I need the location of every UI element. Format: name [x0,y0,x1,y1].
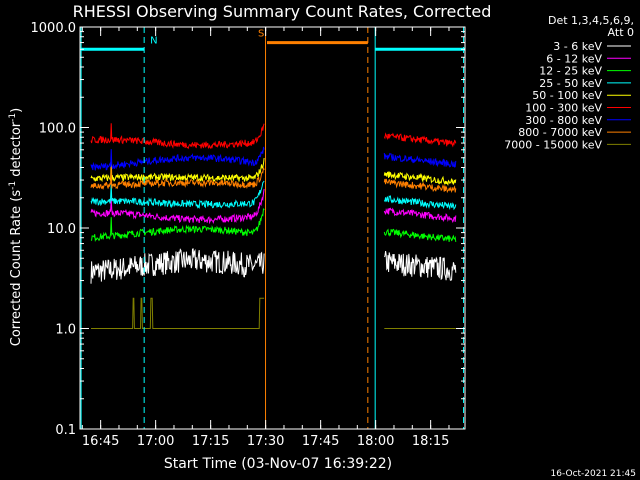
y-tick-label: 100.0 [39,122,76,137]
chart-title: RHESSI Observing Summary Count Rates, Co… [73,2,492,21]
legend-entry-label: 25 - 50 keV [539,77,602,90]
y-axis-label-superscript: -1 [8,181,18,190]
series-line [383,171,457,186]
y-tick-label: 1.0 [55,323,76,338]
x-tick-label: 17:15 [192,434,229,449]
x-tick-label: 18:00 [357,434,394,449]
series-line [90,208,265,243]
legend-entry-label: 7000 - 15000 keV [504,138,602,151]
axis-layer: 0.1 1.0 10.0 100.0 1000.0 16:45 17:00 17:15 17:3… [31,21,466,449]
legend-header: Det 1,3,4,5,6,9, [548,14,634,27]
legend-entry-label: 100 - 300 keV [525,102,602,115]
series-line [90,167,265,191]
series-line [90,123,265,150]
legend-entry-label: 3 - 6 keV [553,40,602,53]
series-line [383,251,457,282]
series-line [90,180,265,209]
y-axis-label-part: Corrected Count Rate (s [9,190,24,347]
plot-frame [79,26,466,430]
flag-label: N [150,35,157,46]
series-line [91,297,265,329]
series-line [383,152,457,168]
y-axis-label: Corrected Count Rate (s-1 detector-1) [8,108,24,346]
y-axis-label-superscript: -1 [8,113,18,122]
x-axis-label: Start Time (03-Nov-07 16:39:22) [164,456,392,472]
x-tick-label: 16:45 [82,434,119,449]
series-line [90,157,265,183]
x-tick-label: 17:30 [247,434,284,449]
data-layer: NS [80,27,465,429]
series-line [383,132,457,148]
legend-entry-label: 300 - 800 keV [525,114,602,127]
series-line [90,248,265,284]
series-line [90,188,265,225]
y-tick-label: 10.0 [47,222,76,237]
x-tick-label: 17:00 [137,434,174,449]
legend-entry-label: 50 - 100 keV [532,89,602,102]
x-tick-label: 18:15 [412,434,449,449]
y-tick-label: 0.1 [55,423,76,438]
footer-timestamp: 16-Oct-2021 21:45 [551,469,636,479]
flag-label: S [258,29,264,40]
series-line [383,228,457,243]
legend-entry-label: 6 - 12 keV [546,52,602,65]
series-line [383,178,457,194]
legend-entry-label: 800 - 7000 keV [518,126,602,139]
series-line [90,146,265,171]
y-axis-label-part: detector [9,121,24,181]
legend-header: Att 0 [608,26,634,39]
y-tick-label: 1000.0 [31,21,77,36]
series-line [383,207,457,223]
series-line [383,195,457,211]
y-axis-label-part: ) [9,108,24,113]
x-tick-label: 17:45 [302,434,339,449]
legend-entry-label: 12 - 25 keV [539,65,602,78]
